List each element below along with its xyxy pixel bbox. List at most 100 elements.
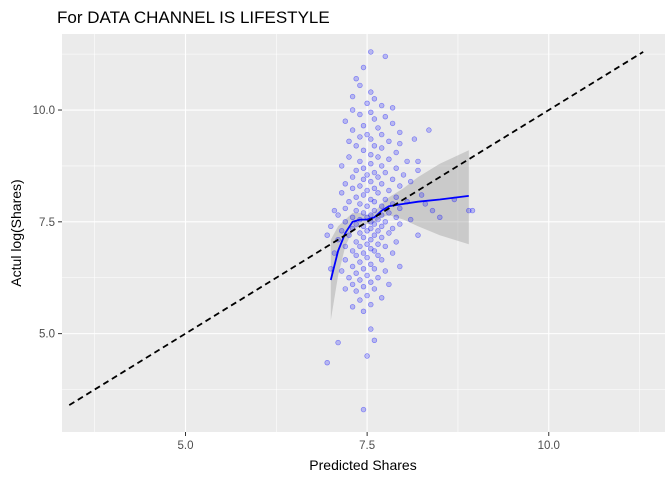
data-point (346, 154, 352, 160)
data-point (379, 223, 385, 230)
data-point (404, 158, 410, 165)
data-point (360, 308, 367, 314)
data-point (368, 261, 374, 267)
data-point (379, 102, 385, 109)
data-point (386, 210, 392, 216)
data-point (339, 228, 345, 234)
data-point (324, 360, 330, 366)
data-point (357, 243, 363, 250)
data-point (360, 234, 367, 241)
data-point (349, 93, 356, 100)
data-point (353, 143, 359, 149)
data-point (353, 221, 359, 227)
data-point (342, 181, 348, 187)
data-point (342, 219, 348, 225)
data-point (371, 96, 378, 102)
data-point (375, 190, 381, 196)
data-point (418, 192, 425, 198)
data-point (368, 178, 374, 185)
data-point (335, 212, 341, 218)
confidence-band-layer (330, 150, 469, 321)
smooth-line-layer (329, 195, 469, 281)
data-point (375, 252, 381, 259)
x-axis-title: Predicted Shares (309, 457, 416, 473)
data-point (342, 243, 348, 250)
data-point (368, 237, 374, 243)
data-point (342, 257, 348, 263)
data-point (364, 353, 370, 359)
x-axis-ticks: 5.0 7.5 10.0 (178, 432, 560, 452)
data-point (379, 131, 385, 138)
data-point (349, 248, 356, 254)
data-point (375, 125, 381, 131)
data-point (386, 156, 392, 162)
data-point (339, 163, 345, 169)
data-point (368, 49, 374, 55)
smooth-line (329, 195, 469, 281)
data-point (339, 268, 345, 274)
data-point (397, 205, 403, 212)
data-point (422, 201, 428, 207)
data-point (342, 286, 348, 292)
data-point (379, 163, 385, 169)
data-point (360, 165, 367, 171)
x-tick-label: 10.0 (538, 440, 560, 452)
data-point (360, 250, 367, 256)
data-point (386, 281, 392, 288)
data-point (371, 221, 378, 227)
reference-line-layer (68, 51, 644, 406)
data-point (368, 279, 374, 285)
data-point (415, 158, 421, 165)
data-point (368, 89, 374, 95)
data-point (375, 174, 381, 180)
data-point (364, 228, 370, 234)
data-point (386, 230, 392, 236)
data-point (386, 187, 392, 194)
data-point (375, 275, 381, 281)
data-point (400, 172, 407, 178)
data-point (342, 205, 348, 212)
data-point (371, 185, 378, 192)
data-point (382, 268, 388, 274)
data-point (360, 192, 367, 198)
data-point (466, 207, 472, 214)
data-point (415, 232, 421, 238)
data-point (335, 339, 341, 346)
data-point (349, 127, 356, 133)
data-point (397, 221, 403, 227)
data-point (382, 196, 388, 203)
data-point (393, 194, 399, 200)
data-point (408, 216, 414, 223)
data-point (371, 266, 378, 272)
data-point (426, 127, 432, 133)
data-point (382, 53, 388, 60)
data-point (357, 82, 363, 89)
data-point (360, 64, 367, 71)
data-point (349, 263, 356, 270)
data-point (397, 129, 403, 136)
data-point (397, 140, 403, 147)
data-point (429, 207, 436, 214)
data-point (360, 210, 367, 216)
y-tick-label: 10.0 (33, 105, 55, 117)
data-point (349, 107, 356, 113)
data-point (371, 116, 378, 122)
data-point (360, 147, 367, 154)
data-point (375, 216, 381, 223)
data-point (389, 250, 396, 256)
data-point (353, 288, 359, 294)
data-point (364, 272, 370, 279)
data-point (349, 185, 356, 192)
data-point (353, 194, 359, 200)
data-point (349, 304, 356, 310)
data-point (364, 100, 370, 107)
data-point (437, 214, 443, 221)
data-point (357, 230, 363, 236)
data-point (368, 196, 374, 203)
data-point (368, 136, 374, 142)
data-point (346, 199, 352, 205)
data-point (353, 207, 359, 214)
data-point (368, 109, 374, 116)
data-point (353, 239, 359, 245)
data-point (389, 225, 396, 232)
